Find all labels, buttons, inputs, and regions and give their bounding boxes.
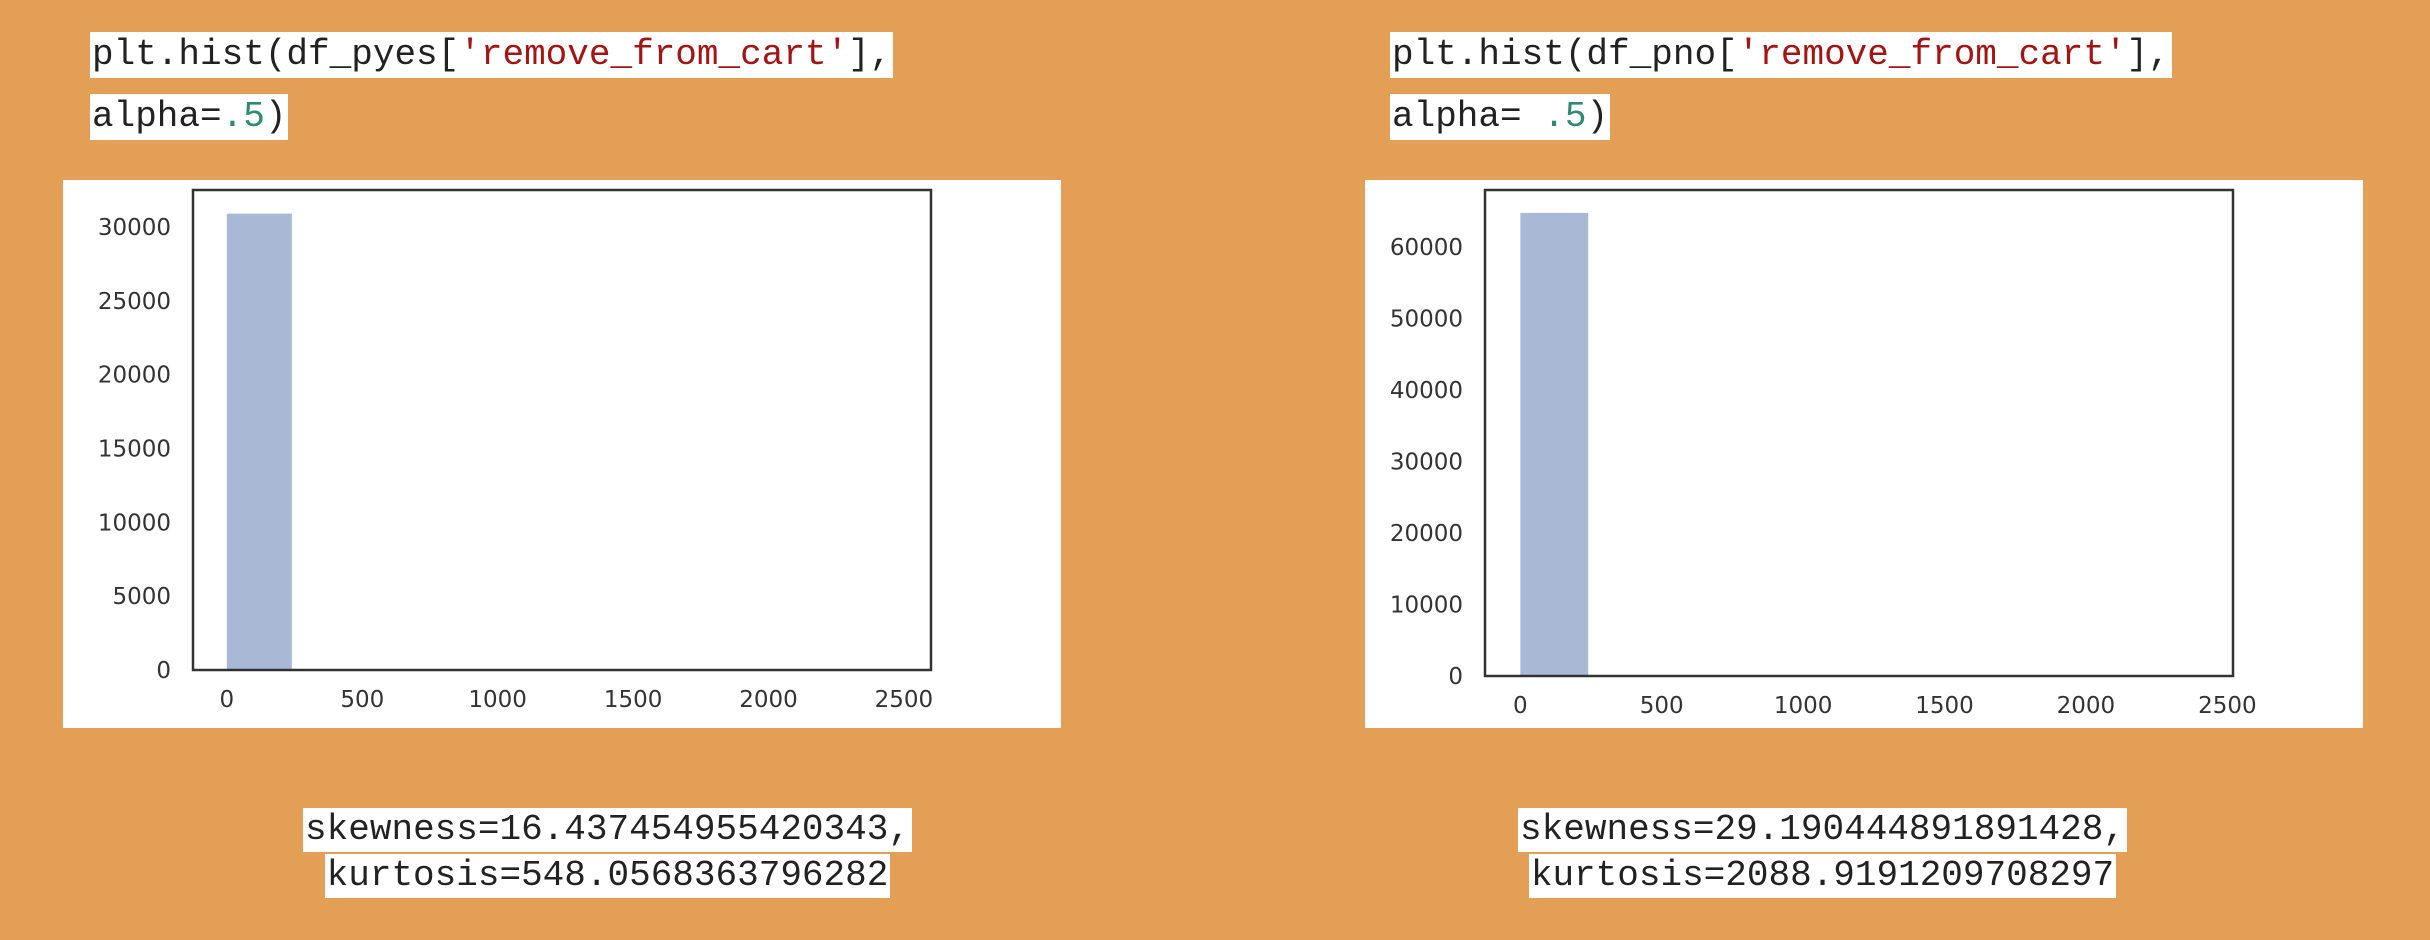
kurtosis-text: kurtosis=548.0568363796282 [324,854,891,898]
code-text: ], [2126,34,2170,75]
x-tick-label: 1000 [1774,693,1833,719]
x-tick-label: 500 [340,687,384,713]
y-tick-label: 50000 [1390,307,1463,333]
code-string: 'remove_from_cart' [1737,34,2127,75]
code-number: .5 [221,96,265,137]
code-line-1: plt.hist(df_pno['remove_from_cart'], [1390,32,2172,78]
plot-frame [1483,188,2235,678]
histogram-bar [226,213,292,670]
skewness-text: skewness=16.437454955420343, [303,808,912,852]
x-tick-label: 2500 [875,687,934,713]
skewness-text: skewness=29.190444891891428, [1518,808,2127,852]
x-tick-label: 2000 [2057,693,2116,719]
plot-frame [191,188,933,672]
x-tick-label: 1500 [1915,693,1974,719]
code-text: alpha= [92,96,222,137]
code-line-2: alpha= .5) [1390,94,1611,140]
x-tick-label: 2500 [2198,693,2257,719]
y-tick-label: 60000 [1390,235,1463,261]
code-number: .5 [1543,96,1587,137]
histogram-bar [1520,212,1589,676]
right-panel: plt.hist(df_pno['remove_from_cart'], alp… [1215,0,2430,940]
code-line-1: plt.hist(df_pyes['remove_from_cart'], [90,32,894,78]
y-tick-label: 5000 [112,584,171,610]
y-tick-label: 10000 [98,510,171,536]
stats-block: skewness=29.190444891891428, kurtosis=20… [1215,808,2430,900]
x-tick-label: 1500 [604,687,663,713]
x-tick-label: 0 [1513,693,1528,719]
code-string: 'remove_from_cart' [459,34,849,75]
stats-block: skewness=16.437454955420343, kurtosis=54… [0,808,1215,900]
code-text: plt.hist(df_pno[ [1392,34,1738,75]
y-tick-label: 15000 [98,436,171,462]
histogram-figure: 0 10000 20000 30000 40000 50000 60000 0 500 1000 1… [1365,180,2363,728]
y-tick-label: 30000 [1390,450,1463,476]
x-tick-label: 2000 [739,687,798,713]
y-tick-label: 20000 [98,363,171,389]
left-panel: plt.hist(df_pyes['remove_from_cart'], al… [0,32,1215,900]
code-text: alpha= [1392,96,1544,137]
code-text: ) [1586,96,1609,137]
code-text: ) [264,96,287,137]
kurtosis-text: kurtosis=2088.9191209708297 [1528,854,2117,898]
y-tick-label: 40000 [1390,378,1463,404]
y-tick-label: 25000 [98,289,171,315]
code-text: plt.hist(df_pyes[ [92,34,460,75]
histogram-chart: 0 10000 20000 30000 40000 50000 60000 0 500 1000 1… [1390,188,2257,719]
y-tick-label: 10000 [1390,593,1463,619]
x-tick-label: 500 [1640,693,1684,719]
x-tick-label: 1000 [468,687,527,713]
histogram-chart: 0 5000 10000 15000 20000 25000 30000 0 500 1000 15… [98,188,934,713]
y-tick-label: 0 [156,658,171,684]
code-line-2: alpha=.5) [90,94,289,140]
x-tick-label: 0 [220,687,235,713]
y-tick-label: 20000 [1390,521,1463,547]
code-text: ], [848,34,892,75]
y-tick-label: 0 [1448,664,1463,690]
y-tick-label: 30000 [98,215,171,241]
histogram-figure: 0 5000 10000 15000 20000 25000 30000 0 500 1000 15… [63,180,1061,728]
